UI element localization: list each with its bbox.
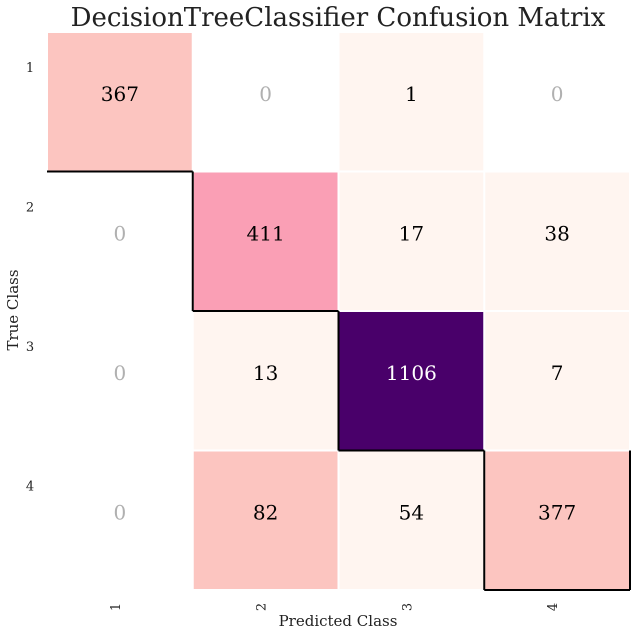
y-ticks: 1 2 3 4 <box>26 61 34 495</box>
cell-value-label: 82 <box>253 500 278 524</box>
heatmap-cell <box>485 451 629 589</box>
cell-value-label: 377 <box>538 500 576 524</box>
heatmap-cell <box>48 312 192 450</box>
x-tick-label: 1 <box>109 603 124 611</box>
cell-value-label: 17 <box>399 221 424 245</box>
y-axis-label: True Class <box>4 269 22 350</box>
cells-layer: 367 0 1 0 0 411 17 38 0 13 1106 7 0 82 54 377 <box>48 33 629 589</box>
cell-value-label: 0 <box>114 221 127 245</box>
heatmap-cell <box>193 172 338 310</box>
cell-value-label: 411 <box>247 221 285 245</box>
heatmap-cell <box>48 451 192 589</box>
heatmap-cell <box>485 172 629 310</box>
x-tick-label: 4 <box>546 603 561 611</box>
cell-value-label: 0 <box>259 82 272 106</box>
heatmap-cell <box>339 312 484 450</box>
x-axis-label: Predicted Class <box>279 612 398 630</box>
heatmap-cell <box>48 172 192 310</box>
x-ticks: 1 2 3 4 <box>109 603 561 611</box>
diagonal-outline <box>47 170 631 591</box>
cell-value-label: 0 <box>114 500 127 524</box>
x-tick-label: 3 <box>400 603 415 611</box>
chart-title: DecisionTreeClassifier Confusion Matrix <box>71 3 606 33</box>
heatmap-cell <box>193 312 338 450</box>
heatmap-cell <box>48 33 192 171</box>
x-tick-label: 2 <box>255 603 270 611</box>
cell-value-label: 367 <box>101 82 139 106</box>
heatmap-cell <box>193 33 338 171</box>
heatmap-cell <box>485 312 629 450</box>
y-tick-label: 2 <box>26 200 34 215</box>
heatmap-cell <box>485 33 629 171</box>
cell-value-label: 0 <box>551 82 564 106</box>
cell-value-label: 38 <box>544 221 569 245</box>
cell-value-label: 13 <box>253 361 278 385</box>
cell-value-label: 7 <box>551 361 564 385</box>
cell-value-label: 1 <box>405 82 418 106</box>
cell-value-label: 1106 <box>386 361 437 385</box>
heatmap-cell <box>339 451 484 589</box>
cell-value-label: 0 <box>114 361 127 385</box>
heatmap-cell <box>339 172 484 310</box>
cell-value-label: 54 <box>399 500 424 524</box>
y-tick-label: 4 <box>26 479 34 494</box>
heatmap-cell <box>193 451 338 589</box>
diagonal-outline-path <box>47 170 631 591</box>
y-tick-label: 3 <box>26 340 34 355</box>
heatmap-cell <box>339 33 484 171</box>
y-tick-label: 1 <box>26 61 34 76</box>
